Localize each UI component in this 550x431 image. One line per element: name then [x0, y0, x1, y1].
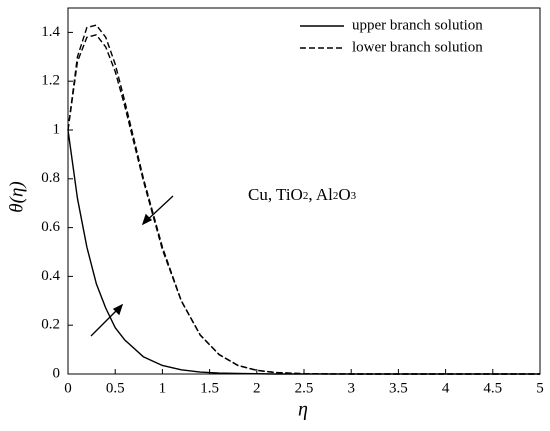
x-tick-label: 4.5 — [483, 380, 502, 396]
arrow-head — [112, 303, 124, 316]
series-line — [67, 129, 540, 375]
legend-label: lower branch solution — [352, 39, 483, 55]
y-tick-label: 0.4 — [41, 268, 60, 284]
y-tick-label: 0.2 — [41, 317, 60, 333]
arrows — [90, 195, 174, 337]
arrow-head — [141, 213, 153, 226]
y-tick-label: 1 — [53, 121, 61, 137]
x-tick-label: 1.5 — [200, 380, 219, 396]
annotation-part: Cu, TiO — [248, 185, 303, 204]
x-tick-label: 4 — [442, 380, 450, 396]
annotation: Cu, TiO2, Al2O3 — [248, 185, 357, 204]
y-tick-label: 0.8 — [41, 170, 60, 186]
x-axis-label: η — [298, 399, 308, 421]
x-tick-label: 3.5 — [389, 380, 408, 396]
y-tick-label: 0.6 — [41, 219, 60, 235]
y-tick-label: 1.2 — [41, 73, 60, 89]
annotation-part: 2 — [303, 190, 309, 202]
y-axis-label: θ(η) — [6, 181, 27, 212]
series-line — [67, 34, 540, 375]
annotation-part: 3 — [351, 190, 357, 202]
x-tick-label: 2 — [253, 380, 261, 396]
y-tick-label: 1.4 — [41, 24, 60, 40]
annotation-part: 2 — [333, 190, 339, 202]
y-tick-label: 0 — [53, 365, 61, 381]
x-tick-label: 0.5 — [106, 380, 125, 396]
legend-label: upper branch solution — [352, 17, 483, 33]
x-tick-label: 5 — [536, 380, 544, 396]
x-tick-label: 2.5 — [295, 380, 314, 396]
x-tick-label: 1 — [159, 380, 167, 396]
annotation-part: , Al — [308, 185, 333, 204]
annotation-part: O — [338, 185, 350, 204]
x-tick-label: 0 — [64, 380, 72, 396]
x-tick-label: 3 — [347, 380, 355, 396]
